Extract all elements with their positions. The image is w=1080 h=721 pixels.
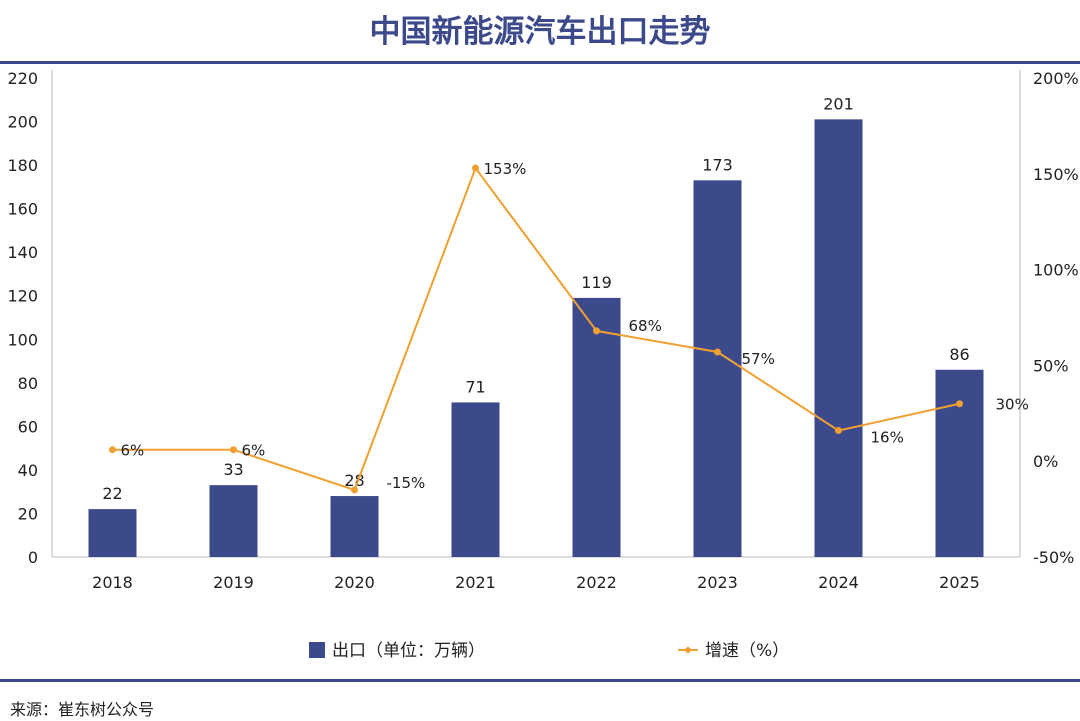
line-data-label: 57% bbox=[742, 350, 775, 368]
chart-svg: 0 20 40 60 80 100 120 140 160 180 200 220 -50% 0% 50% 1… bbox=[7, 69, 1079, 661]
bar-data-label: 22 bbox=[102, 484, 122, 503]
line-data-label: 6% bbox=[242, 442, 266, 460]
bar bbox=[693, 180, 742, 557]
bar bbox=[330, 496, 379, 557]
left-tick-label: 120 bbox=[7, 287, 38, 306]
right-tick-label: 0% bbox=[1033, 452, 1058, 471]
left-tick-label: 180 bbox=[7, 156, 38, 175]
left-tick-label: 20 bbox=[18, 504, 38, 523]
line-point bbox=[714, 348, 721, 356]
x-tick-label: 2018 bbox=[92, 573, 133, 592]
chart-title: 中国新能源汽车出口走势 bbox=[369, 14, 711, 50]
legend-bar-swatch bbox=[309, 642, 325, 658]
bar bbox=[572, 297, 621, 557]
source-note: 来源：崔东树公众号 bbox=[10, 700, 155, 719]
x-tick-label: 2022 bbox=[576, 573, 617, 592]
right-tick-label: 150% bbox=[1033, 165, 1079, 184]
bar bbox=[814, 119, 863, 558]
left-tick-label: 40 bbox=[18, 461, 38, 480]
x-tick-label: 2020 bbox=[334, 573, 375, 592]
legend-line-label: 增速（%） bbox=[705, 641, 789, 661]
bar-data-label: 86 bbox=[949, 345, 969, 364]
line-point bbox=[230, 446, 237, 454]
bar-data-label: 173 bbox=[702, 155, 733, 174]
left-tick-label: 80 bbox=[18, 374, 38, 393]
legend-line-marker bbox=[685, 647, 691, 653]
bar-data-label: 71 bbox=[465, 377, 485, 396]
left-tick-label: 200 bbox=[7, 113, 38, 132]
growth-line bbox=[112, 165, 960, 492]
right-tick-label: 200% bbox=[1033, 69, 1079, 88]
bar bbox=[88, 509, 137, 557]
right-tick-label: 50% bbox=[1033, 356, 1069, 375]
line-data-label: 68% bbox=[629, 317, 662, 335]
line-point bbox=[109, 446, 116, 454]
line-point bbox=[351, 486, 358, 494]
line-data-label: 153% bbox=[484, 160, 527, 178]
left-tick-label: 60 bbox=[18, 417, 38, 436]
x-tick-label: 2025 bbox=[939, 573, 980, 592]
left-tick-label: 0 bbox=[28, 548, 38, 567]
bar-data-label: 201 bbox=[823, 94, 854, 113]
line-data-label: 16% bbox=[871, 429, 904, 447]
left-tick-label: 160 bbox=[7, 200, 38, 219]
bar bbox=[935, 369, 984, 557]
line-data-label: -15% bbox=[387, 474, 426, 492]
bar-data-label: 33 bbox=[223, 460, 243, 479]
line-point bbox=[835, 427, 842, 435]
line-data-label: 30% bbox=[996, 396, 1029, 414]
right-tick-label: -50% bbox=[1033, 548, 1074, 567]
x-tick-label: 2024 bbox=[818, 573, 859, 592]
bar-data-label: 119 bbox=[581, 273, 612, 292]
bar bbox=[209, 485, 258, 557]
x-tick-label: 2021 bbox=[455, 573, 496, 592]
legend-bar-label: 出口（单位：万辆） bbox=[332, 641, 485, 661]
x-tick-label: 2019 bbox=[213, 573, 254, 592]
line-data-label: 6% bbox=[121, 442, 145, 460]
line-point bbox=[956, 400, 963, 408]
line-point bbox=[593, 327, 600, 335]
x-tick-label: 2023 bbox=[697, 573, 738, 592]
bar bbox=[451, 402, 500, 557]
left-tick-label: 100 bbox=[7, 330, 38, 349]
left-tick-label: 220 bbox=[7, 69, 38, 88]
line-point bbox=[472, 164, 479, 172]
right-tick-label: 100% bbox=[1033, 261, 1079, 280]
left-tick-label: 140 bbox=[7, 243, 38, 262]
top-divider bbox=[0, 61, 1080, 64]
bottom-divider bbox=[0, 679, 1080, 682]
